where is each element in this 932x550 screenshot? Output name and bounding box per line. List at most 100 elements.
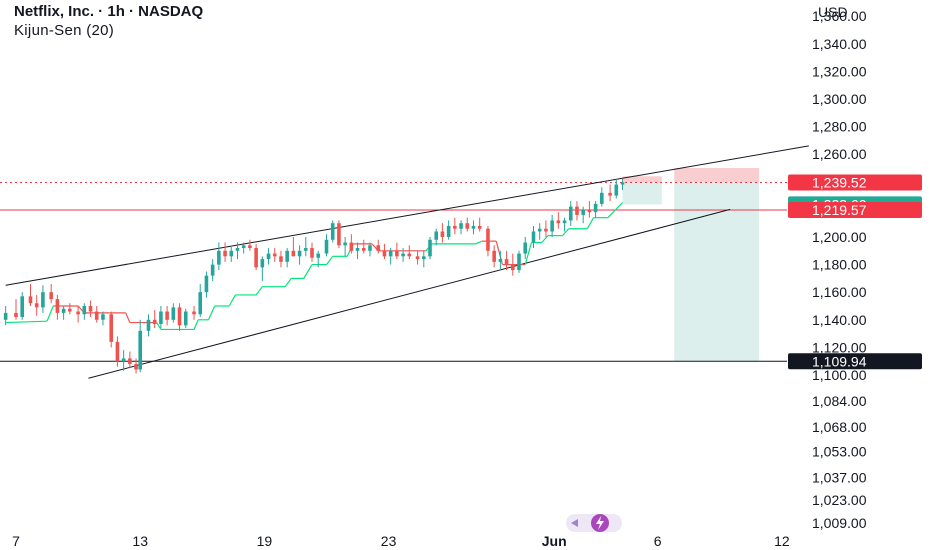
candle[interactable]	[421, 250, 426, 268]
candle[interactable]	[471, 220, 476, 235]
candle[interactable]	[310, 242, 314, 262]
candle[interactable]	[600, 187, 604, 207]
candle[interactable]	[109, 311, 114, 348]
candle[interactable]	[343, 237, 347, 257]
candle[interactable]	[550, 214, 554, 237]
candle[interactable]	[407, 245, 412, 260]
candle[interactable]	[146, 314, 151, 337]
candle[interactable]	[428, 237, 432, 260]
candle[interactable]	[248, 239, 252, 251]
candle[interactable]	[544, 220, 548, 237]
candle[interactable]	[537, 223, 542, 240]
candle[interactable]	[465, 217, 470, 232]
candle[interactable]	[575, 201, 579, 221]
candle[interactable]	[192, 306, 196, 320]
candle[interactable]	[355, 242, 360, 260]
candle[interactable]	[440, 223, 445, 243]
candle[interactable]	[159, 306, 163, 329]
candle[interactable]	[28, 283, 33, 306]
candle[interactable]	[395, 242, 399, 260]
candle[interactable]	[55, 294, 60, 320]
short-stop-zone-1[interactable]	[622, 176, 662, 183]
candle[interactable]	[511, 253, 515, 276]
candle[interactable]	[337, 220, 341, 249]
candle[interactable]	[34, 294, 39, 316]
candle[interactable]	[272, 248, 277, 262]
candle[interactable]	[453, 217, 457, 235]
candle[interactable]	[254, 243, 258, 271]
candle[interactable]	[614, 179, 619, 199]
upper-trendline[interactable]	[5, 145, 809, 286]
symbol-title[interactable]: Netflix, Inc. · 1h · NASDAQ	[14, 3, 204, 20]
time-axis[interactable]: 7 13 19 23 Jun 6 12	[12, 533, 790, 549]
candle[interactable]	[217, 242, 221, 271]
candle[interactable]	[229, 245, 234, 262]
candle[interactable]	[492, 245, 496, 268]
candle[interactable]	[279, 250, 283, 268]
candle[interactable]	[316, 250, 321, 268]
candle[interactable]	[477, 217, 482, 232]
candle[interactable]	[223, 242, 227, 262]
candle[interactable]	[49, 283, 53, 304]
currency-label[interactable]: USD	[818, 4, 848, 20]
candle[interactable]	[165, 306, 169, 326]
indicator-legend[interactable]: Kijun-Sen (20)	[14, 22, 115, 39]
candle[interactable]	[210, 259, 215, 282]
candle[interactable]	[593, 201, 598, 218]
candle[interactable]	[115, 336, 120, 367]
candle[interactable]	[382, 243, 387, 260]
candle[interactable]	[608, 184, 612, 202]
candle[interactable]	[446, 220, 451, 240]
candle[interactable]	[76, 306, 80, 323]
candle[interactable]	[68, 303, 72, 315]
candle[interactable]	[177, 303, 182, 331]
lightning-icon[interactable]	[566, 514, 622, 532]
price-axis[interactable]: 1,360.00 1,340.00 1,320.00 1,300.00 1,280.00…	[788, 8, 922, 531]
candle[interactable]	[517, 250, 521, 273]
candle[interactable]	[434, 228, 439, 246]
candle[interactable]	[523, 237, 528, 260]
candle[interactable]	[349, 234, 354, 254]
candle[interactable]	[562, 217, 567, 232]
candle[interactable]	[204, 271, 209, 298]
candle[interactable]	[3, 306, 8, 326]
short-target-zone-1[interactable]	[622, 182, 662, 205]
price-badge[interactable]: 1,239.52	[788, 174, 922, 191]
candle[interactable]	[266, 248, 271, 265]
candle[interactable]	[260, 256, 265, 282]
candle[interactable]	[241, 242, 246, 254]
candle[interactable]	[134, 358, 138, 374]
candle[interactable]	[171, 303, 176, 323]
candle[interactable]	[486, 225, 490, 257]
candle[interactable]	[504, 250, 509, 271]
candle[interactable]	[297, 245, 302, 265]
candle[interactable]	[291, 237, 296, 257]
candle[interactable]	[138, 319, 142, 373]
plot-area[interactable]	[0, 145, 809, 379]
candle[interactable]	[41, 285, 45, 313]
candle[interactable]	[285, 248, 289, 268]
candle[interactable]	[376, 239, 381, 254]
candle[interactable]	[556, 212, 561, 229]
candle[interactable]	[183, 308, 188, 329]
candle[interactable]	[94, 306, 99, 323]
candle[interactable]	[121, 350, 126, 371]
short-stop-zone-2[interactable]	[674, 168, 760, 183]
candle[interactable]	[101, 311, 105, 326]
candle[interactable]	[415, 250, 420, 265]
candle[interactable]	[498, 250, 503, 271]
candle[interactable]	[152, 310, 157, 329]
candle[interactable]	[330, 220, 335, 243]
candle[interactable]	[620, 179, 625, 191]
candle[interactable]	[20, 292, 25, 320]
short-target-zone-2[interactable]	[674, 182, 760, 362]
candle[interactable]	[61, 306, 66, 320]
candle[interactable]	[581, 206, 585, 224]
candle[interactable]	[388, 248, 393, 265]
candle[interactable]	[198, 283, 203, 318]
candle[interactable]	[128, 351, 132, 369]
candle[interactable]	[14, 299, 18, 320]
candle[interactable]	[361, 239, 366, 254]
lower-trendline[interactable]	[88, 208, 731, 379]
